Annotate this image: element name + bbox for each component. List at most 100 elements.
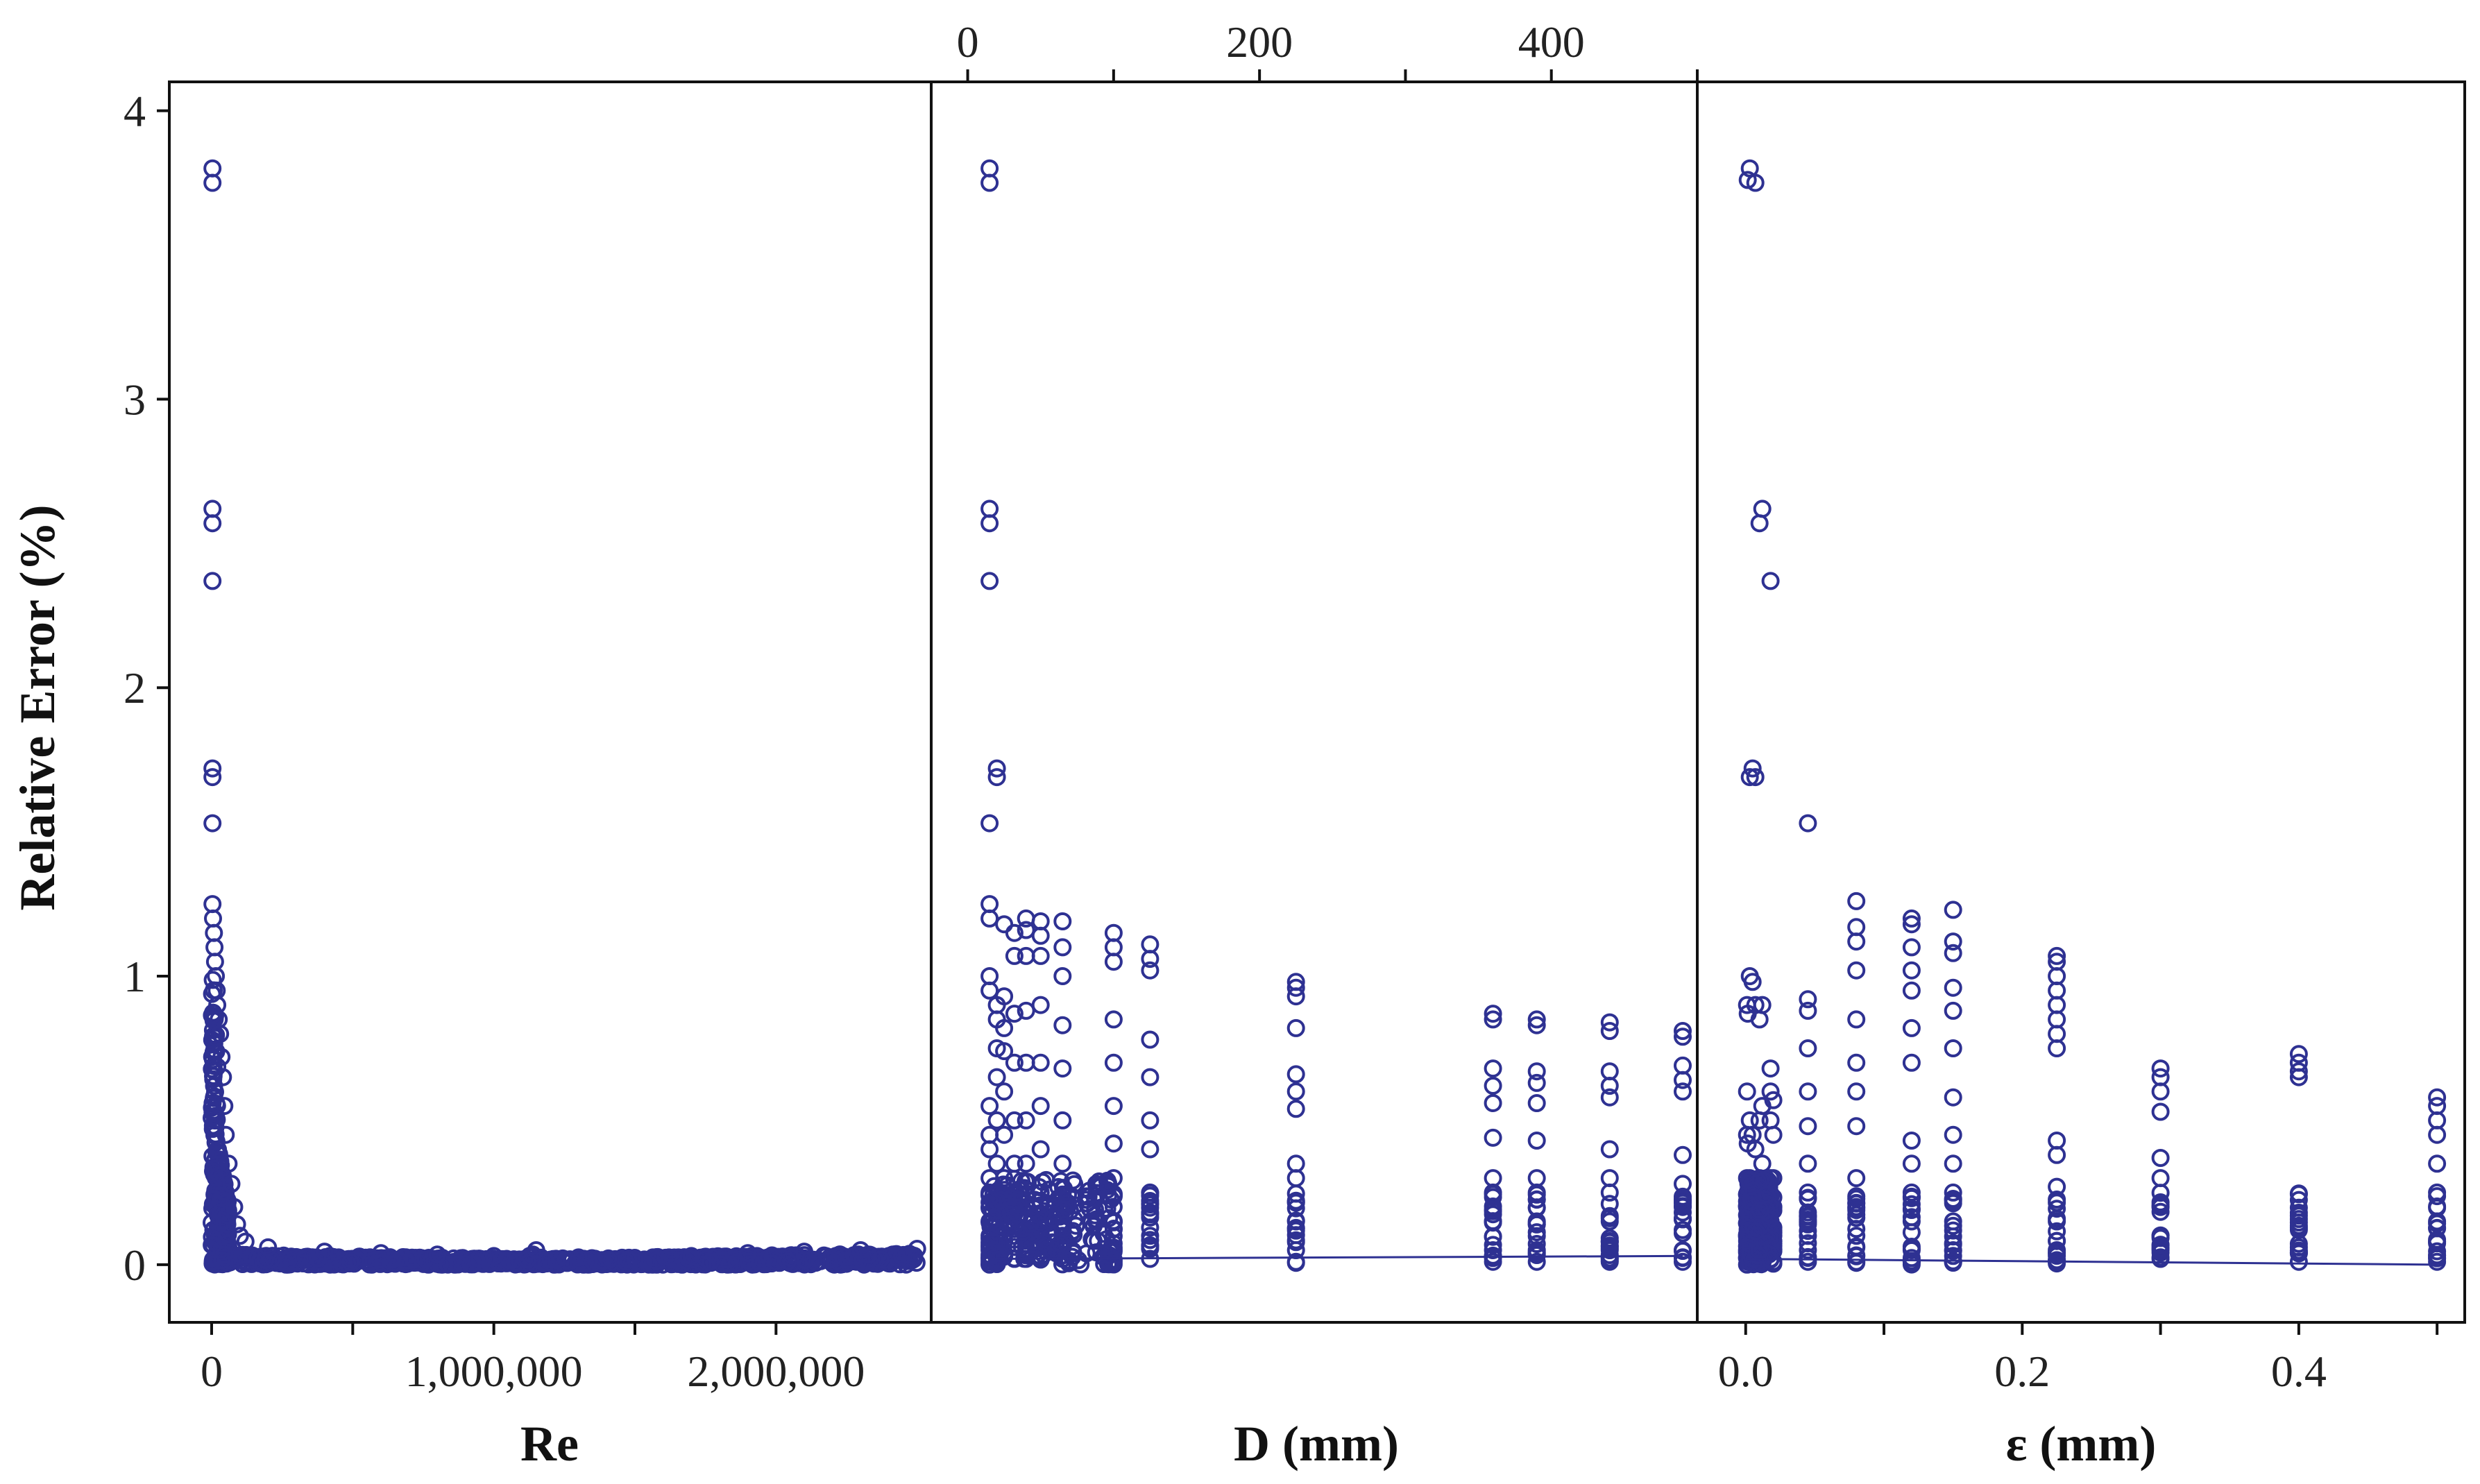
- data-point: [1286, 1226, 1305, 1245]
- data-point: [1747, 1222, 1765, 1240]
- data-point: [1013, 1219, 1032, 1238]
- data-point: [2048, 1222, 2066, 1240]
- data-point: [2428, 1125, 2447, 1144]
- data-point: [987, 1154, 1006, 1173]
- y-tick-labels: 0 1 2 3 4: [124, 87, 146, 1290]
- data-point: [720, 1255, 739, 1274]
- data-point: [693, 1255, 712, 1274]
- data-point: [1847, 892, 1866, 910]
- data-point: [1527, 1016, 1546, 1034]
- data-point: [1847, 1209, 1866, 1227]
- panel-frame-3: [1696, 80, 2466, 1324]
- data-point: [616, 1252, 635, 1271]
- data-point: [404, 1250, 423, 1269]
- data-point: [2151, 1236, 2170, 1255]
- x-axis-title-eps: ε (mm): [2006, 1416, 2157, 1472]
- data-point: [1944, 1183, 1962, 1202]
- data-point: [1484, 1212, 1502, 1231]
- data-point: [619, 1250, 638, 1269]
- data-point: [1053, 1219, 1071, 1238]
- data-point: [1600, 1013, 1619, 1032]
- data-point: [1743, 973, 1762, 991]
- data-point: [1484, 1236, 1502, 1254]
- data-point: [207, 1095, 226, 1113]
- data-point: [1847, 1053, 1866, 1072]
- data-point: [988, 1193, 1007, 1211]
- data-point: [995, 1018, 1014, 1037]
- data-point: [1484, 1128, 1502, 1147]
- data-point: [1059, 1194, 1077, 1212]
- data-point: [537, 1254, 556, 1272]
- data-point: [1799, 1154, 1817, 1173]
- data-point: [1017, 1111, 1035, 1129]
- data-point: [1005, 1005, 1024, 1023]
- data-point: [1674, 1022, 1692, 1040]
- trend-line: [990, 1254, 1683, 1261]
- data-point: [1799, 1001, 1817, 1020]
- x-tick-label: 400: [1518, 17, 1585, 67]
- data-point: [1847, 961, 1866, 980]
- data-point: [1031, 946, 1050, 965]
- data-point: [203, 759, 222, 778]
- trend-line: [1745, 1258, 2438, 1266]
- data-point: [1141, 1140, 1160, 1159]
- data-point: [892, 1247, 911, 1265]
- data-point: [1674, 1190, 1692, 1209]
- y-tick-label: 3: [124, 375, 146, 424]
- data-point: [1286, 1192, 1305, 1211]
- data-point: [1031, 1140, 1050, 1159]
- data-point: [1031, 996, 1050, 1014]
- data-point: [371, 1250, 389, 1269]
- data-point: [995, 1125, 1014, 1144]
- data-point: [1527, 1227, 1546, 1245]
- data-point: [1600, 1088, 1619, 1107]
- data-point: [1944, 1242, 1962, 1260]
- data-point: [207, 1168, 225, 1187]
- data-point: [205, 1107, 223, 1125]
- data-point: [1104, 1097, 1123, 1116]
- data-point: [1799, 1117, 1817, 1136]
- data-point: [1600, 1206, 1619, 1225]
- data-point: [1944, 1125, 1962, 1144]
- data-point: [1799, 1247, 1817, 1266]
- data-point: [428, 1245, 447, 1264]
- data-point: [980, 173, 999, 192]
- data-point: [980, 1097, 999, 1116]
- data-point: [1097, 1230, 1116, 1249]
- data-point: [1746, 768, 1765, 787]
- data-point: [1847, 932, 1866, 951]
- data-point: [1751, 1201, 1769, 1219]
- data-point: [1044, 1209, 1062, 1228]
- data-point: [1847, 1227, 1866, 1245]
- data-point: [1527, 1073, 1546, 1092]
- data-point: [2289, 1252, 2308, 1271]
- data-point: [1286, 1254, 1305, 1272]
- data-point: [1902, 981, 1921, 1000]
- data-point: [1902, 915, 1921, 934]
- data-point: [2428, 1197, 2447, 1216]
- data-point: [2289, 1218, 2308, 1237]
- data-point: [557, 1251, 575, 1270]
- data-point: [908, 1240, 926, 1258]
- x-tick-label: 0: [201, 1347, 223, 1396]
- data-point: [995, 1042, 1014, 1061]
- data-point: [2428, 1246, 2447, 1265]
- data-point: [439, 1255, 457, 1274]
- data-point: [315, 1243, 334, 1261]
- data-point: [1799, 1183, 1817, 1202]
- data-point: [569, 1248, 588, 1267]
- data-point: [1053, 1154, 1072, 1173]
- data-point: [679, 1249, 698, 1268]
- data-point: [1053, 1059, 1072, 1078]
- data-point: [2048, 1231, 2066, 1250]
- data-point: [372, 1244, 390, 1263]
- data-point: [1742, 1204, 1760, 1222]
- data-point: [738, 1244, 757, 1263]
- data-point: [1141, 1240, 1160, 1258]
- data-point: [1902, 1154, 1921, 1173]
- data-point: [1095, 1255, 1114, 1273]
- data-point: [1012, 1179, 1030, 1198]
- data-point: [1944, 1154, 1962, 1173]
- data-point: [779, 1252, 797, 1271]
